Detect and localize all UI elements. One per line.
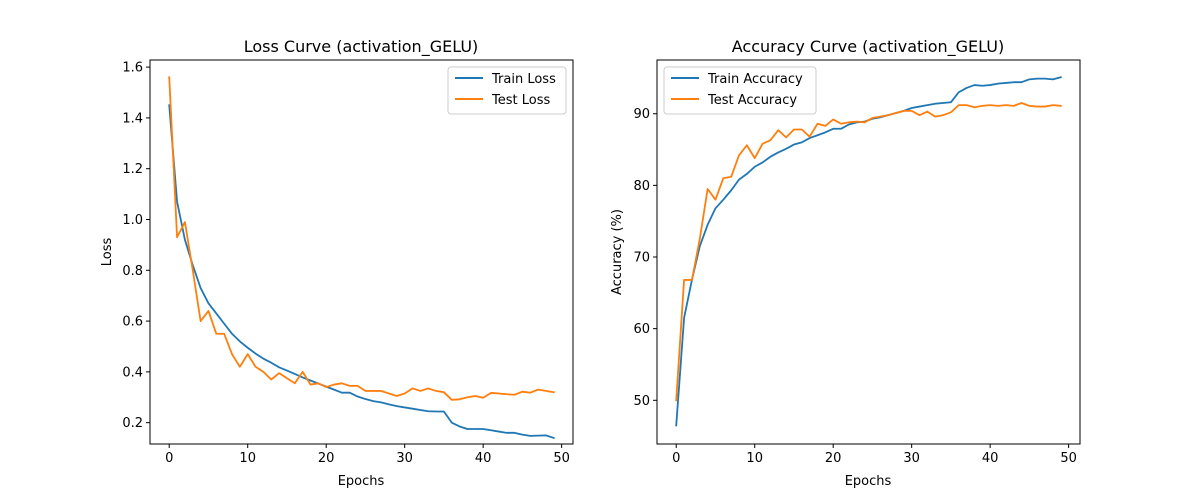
loss-y-tick-label: 1.6 [122,61,143,76]
accuracy-chart: Accuracy Curve (activation_GELU) 0 10 20 30… [610,37,1081,489]
loss-x-tick-label: 10 [239,451,256,466]
loss-series [168,76,555,440]
accuracy-y-axis-label: Accuracy (%) [610,209,625,295]
accuracy-x-ticks: 0 10 20 30 40 50 [672,444,1077,466]
accuracy-x-tick-label: 0 [672,451,680,466]
accuracy-y-ticks: 50 60 70 80 90 [633,107,657,409]
accuracy-x-tick-label: 30 [903,451,920,466]
loss-legend-label-test: Test Loss [491,93,550,108]
accuracy-y-tick-label: 60 [633,322,650,337]
loss-series-test-loss-line [168,76,555,401]
loss-plot-frame [149,59,574,445]
accuracy-x-tick-label: 50 [1060,451,1077,466]
loss-y-tick-label: 1.2 [122,162,143,177]
loss-x-ticks: 0 10 20 30 40 50 [165,444,570,466]
accuracy-x-tick-label: 20 [825,451,842,466]
accuracy-plot-area [656,59,1081,445]
accuracy-y-tick-label: 50 [633,394,650,409]
accuracy-plot-frame [656,59,1081,445]
loss-y-tick-label: 1.4 [122,111,143,126]
loss-chart-title: Loss Curve (activation_GELU) [244,37,479,57]
loss-x-tick-label: 50 [553,451,570,466]
loss-legend: Train Loss Test Loss [447,66,567,115]
accuracy-chart-title: Accuracy Curve (activation_GELU) [732,37,1004,57]
accuracy-legend-label-test: Test Accuracy [707,93,797,108]
loss-chart: Loss Curve (activation_GELU) 0 10 20 30 40 50… [100,37,574,489]
accuracy-y-tick-label: 70 [633,251,650,266]
loss-plot-area [149,59,574,445]
loss-y-tick-label: 0.2 [122,416,143,431]
accuracy-series [675,76,1062,427]
accuracy-legend-box [663,66,817,115]
loss-y-tick-label: 0.6 [122,315,143,330]
accuracy-y-tick-label: 80 [633,179,650,194]
accuracy-x-tick-label: 10 [746,451,763,466]
accuracy-x-axis-label: Epochs [845,474,892,489]
accuracy-x-tick-label: 40 [982,451,999,466]
accuracy-legend: Train Accuracy Test Accuracy [663,66,817,115]
loss-x-tick-label: 40 [475,451,492,466]
accuracy-legend-label-train: Train Accuracy [707,72,803,87]
loss-x-tick-label: 20 [318,451,335,466]
loss-x-axis-label: Epochs [338,474,385,489]
accuracy-y-tick-label: 90 [633,107,650,122]
loss-y-ticks: 0.2 0.4 0.6 0.8 1.0 1.2 1.4 1.6 [122,61,150,431]
accuracy-series-test-accuracy-line [675,102,1062,402]
loss-y-tick-label: 1.0 [122,213,143,228]
loss-legend-label-train: Train Loss [491,72,556,87]
loss-series-train-loss-line [168,104,555,440]
loss-y-tick-label: 0.4 [122,365,143,380]
loss-x-tick-label: 30 [396,451,413,466]
loss-y-tick-label: 0.8 [122,264,143,279]
loss-x-tick-label: 0 [165,451,173,466]
loss-y-axis-label: Loss [100,238,115,267]
